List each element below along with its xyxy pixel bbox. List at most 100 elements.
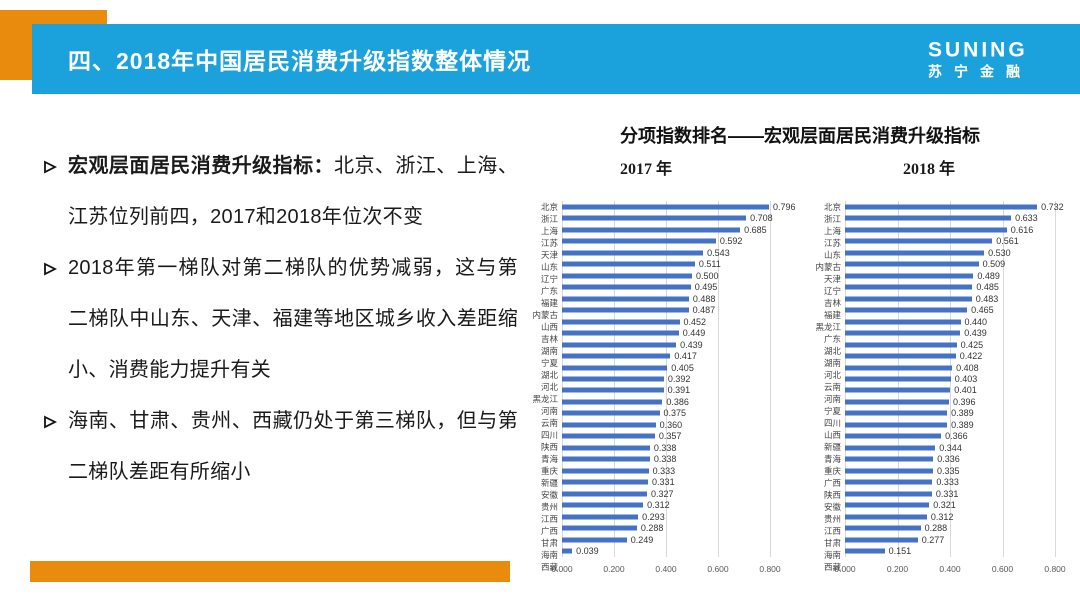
- bullet-text: 海南、甘肃、贵州、西藏仍处于第三梯队，但与第二梯队差距有所缩小: [68, 396, 518, 498]
- gridline: [718, 201, 719, 557]
- bar: [562, 319, 680, 325]
- bar: [845, 238, 993, 244]
- value-label: 0.408: [956, 362, 979, 373]
- bar: [845, 514, 927, 520]
- bar-row: 0.495: [562, 281, 770, 292]
- bar: [845, 537, 918, 543]
- category-label: 黑龙江: [532, 394, 558, 404]
- value-label: 0.405: [671, 362, 694, 373]
- bar-row: 0.732: [845, 201, 1064, 212]
- value-label: 0.796: [772, 201, 796, 212]
- bar: [562, 502, 644, 508]
- arrow-bullet-icon: [44, 396, 68, 498]
- category-axis: 北京 浙江 上海 江苏 天津 山东 辽宁 广东 福建 内蒙古 山西 吉林 湖南 宁夏 湖北 河北 黑龙江 河南 云南…: [522, 201, 562, 572]
- category-axis: 北京 浙江 上海 江苏 山东 内蒙古 天津 辽宁 吉林 福建 黑龙江 广东 湖北 湖南 河北 云南 河南 宁夏 四川…: [803, 201, 845, 572]
- list-item: 2018年第一梯队对第二梯队的优势减弱，这与第二梯队中山东、天津、福建等地区城乡…: [44, 243, 518, 396]
- bar-row: 0.331: [845, 488, 1055, 499]
- x-tick-label: 0.600: [707, 564, 729, 574]
- bar: [562, 468, 649, 474]
- bar: [562, 307, 689, 313]
- bullet-lead-text: 宏观层面居民消费升级指标：: [68, 155, 334, 177]
- value-label: 0.288: [640, 523, 664, 534]
- bar: [845, 502, 930, 508]
- bar-row: 0.485: [845, 281, 1055, 292]
- bar-row: 0.039: [562, 546, 770, 557]
- category-label: 江西: [823, 526, 841, 536]
- bar-row: 0.511: [562, 258, 770, 269]
- value-label: 0.249: [630, 534, 654, 545]
- category-label: 西藏: [540, 562, 558, 572]
- category-label: 云南: [540, 418, 558, 428]
- value-label: 0.151: [888, 546, 912, 557]
- bar: [845, 227, 1007, 233]
- bar-row: 0.489: [845, 270, 1055, 281]
- value-label: 0.335: [936, 465, 960, 476]
- category-label: 山西: [823, 430, 841, 440]
- bar-row: 0.321: [845, 500, 1055, 511]
- category-label: 西藏: [823, 562, 841, 572]
- bar: [845, 330, 961, 336]
- bar: [562, 365, 668, 371]
- bar-row: 0.530: [845, 247, 1055, 258]
- bar-row: 0.336: [845, 454, 1055, 465]
- bar-row: 0.288: [562, 523, 770, 534]
- bar-row: 0.440: [845, 316, 1055, 327]
- bar: [562, 399, 663, 405]
- value-label: 0.439: [964, 328, 987, 339]
- value-label: 0.485: [976, 282, 999, 293]
- value-label: 0.489: [977, 270, 1000, 281]
- bar: [562, 525, 637, 531]
- bar: [562, 330, 679, 336]
- category-label: 河北: [540, 382, 558, 392]
- bar-row: 0.392: [562, 373, 770, 384]
- gridline: [1055, 201, 1056, 557]
- bar-row: 0.592: [562, 235, 770, 246]
- bullet-list: 宏观层面居民消费升级指标：北京、浙江、上海、江苏位列前四，2017和2018年位…: [44, 141, 518, 498]
- bar: [562, 238, 716, 244]
- value-label: 0.386: [666, 396, 689, 407]
- category-label: 天津: [540, 250, 558, 260]
- category-label: 湖南: [540, 346, 558, 356]
- bullet-text: 宏观层面居民消费升级指标：北京、浙江、上海、江苏位列前四，2017和2018年位…: [68, 141, 518, 243]
- bar-rows: 0.732 0.633 0.616 0.561 0.530 0.509 0.489 0.485…: [845, 201, 1064, 557]
- value-label: 0.288: [924, 523, 948, 534]
- x-tick-label: 0.600: [991, 564, 1014, 574]
- bar: [562, 491, 648, 497]
- category-label: 湖北: [540, 370, 558, 380]
- bottom-accent-bar: [30, 561, 510, 582]
- bar: [562, 514, 639, 520]
- bar-row: 0.151: [845, 546, 1055, 557]
- x-tick-label: 0.000: [834, 564, 856, 574]
- value-label: 0.500: [696, 270, 719, 281]
- bar-row: 0.483: [845, 293, 1055, 304]
- bar: [845, 399, 949, 405]
- category-label: 山东: [823, 250, 841, 260]
- value-label: 0.333: [936, 477, 959, 488]
- category-label: 浙江: [823, 214, 841, 224]
- category-label: 青海: [823, 454, 841, 464]
- bar: [845, 410, 948, 416]
- bar-row: 0.488: [562, 293, 770, 304]
- bar-row: 0.293: [562, 511, 770, 522]
- gridline: [770, 201, 771, 557]
- category-label: 江西: [540, 514, 558, 524]
- category-label: 江苏: [540, 238, 558, 248]
- bar-row: 0.396: [845, 396, 1055, 407]
- category-label: 上海: [823, 226, 841, 236]
- charts-section-title: 分项指数排名——宏观层面居民消费升级指标: [620, 126, 980, 146]
- bar: [562, 227, 741, 233]
- bar-row: 0.796: [562, 201, 795, 212]
- category-label: 上海: [540, 226, 558, 236]
- bar: [562, 537, 627, 543]
- bar: [562, 284, 691, 290]
- chart-2018: 2018 年 北京 浙江 上海 江苏 山东 内蒙古 天津 辽宁 吉林 福建 黑龙江 广东 湖北 湖南 河北云…: [803, 155, 1065, 577]
- bar: [845, 376, 951, 382]
- value-label: 0.336: [937, 454, 960, 465]
- logo-text-cn: 苏宁金融: [928, 63, 1032, 80]
- category-label: 山东: [540, 262, 558, 272]
- category-label: 安徽: [823, 502, 841, 512]
- value-label: 0.465: [971, 305, 994, 316]
- category-label: 新疆: [540, 478, 558, 488]
- category-label: 云南: [823, 382, 841, 392]
- bar-row: 0.327: [562, 488, 770, 499]
